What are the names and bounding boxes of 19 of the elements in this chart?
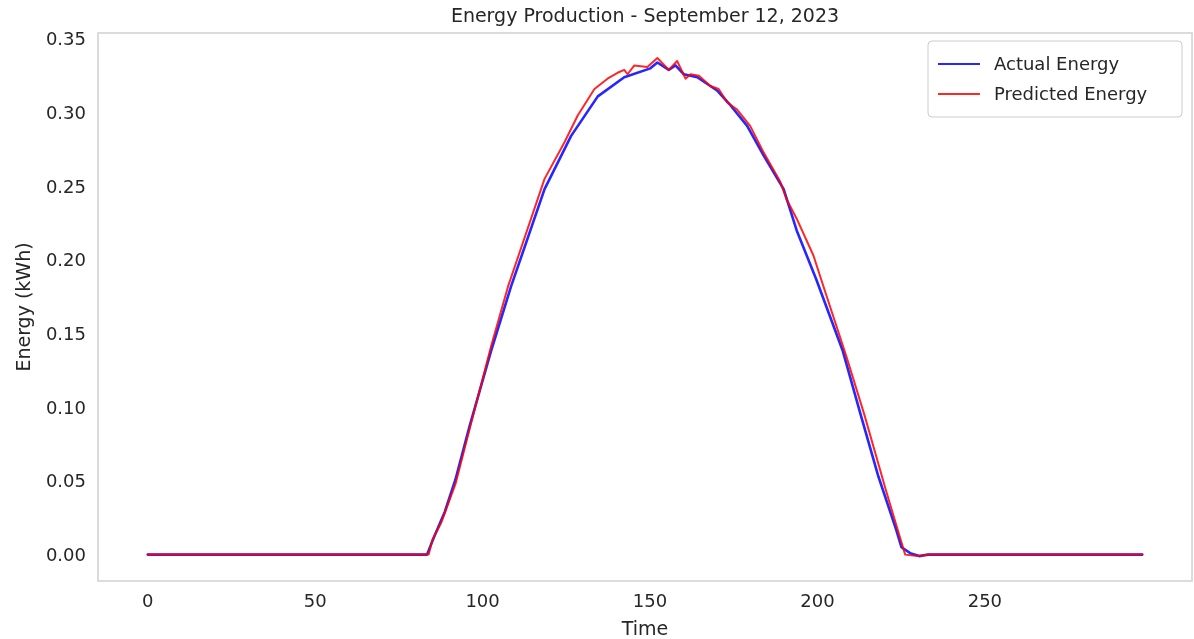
- x-tick-label: 150: [632, 590, 668, 611]
- legend-label: Predicted Energy: [994, 83, 1148, 105]
- y-tick-label: 0.25: [45, 175, 86, 197]
- x-tick-label: 250: [967, 590, 1003, 611]
- x-tick-label: 50: [303, 590, 327, 611]
- y-tick-label: 0.15: [45, 322, 86, 344]
- x-tick-label: 100: [465, 590, 500, 611]
- y-tick-label: 0.10: [45, 396, 86, 418]
- chart-title: Energy Production - September 12, 2023: [450, 4, 840, 26]
- y-tick-label: 0.00: [45, 543, 86, 565]
- legend-label: Actual Energy: [994, 53, 1120, 75]
- y-tick-label: 0.30: [45, 101, 86, 123]
- y-tick-label: 0.20: [45, 249, 86, 271]
- x-tick-label: 0: [142, 590, 154, 611]
- y-tick-label: 0.35: [45, 28, 86, 50]
- y-tick-label: 0.05: [45, 470, 86, 492]
- x-tick-label: 200: [800, 590, 835, 611]
- y-axis-title: Energy (kWh): [12, 242, 34, 372]
- x-axis-title: Time: [620, 617, 669, 639]
